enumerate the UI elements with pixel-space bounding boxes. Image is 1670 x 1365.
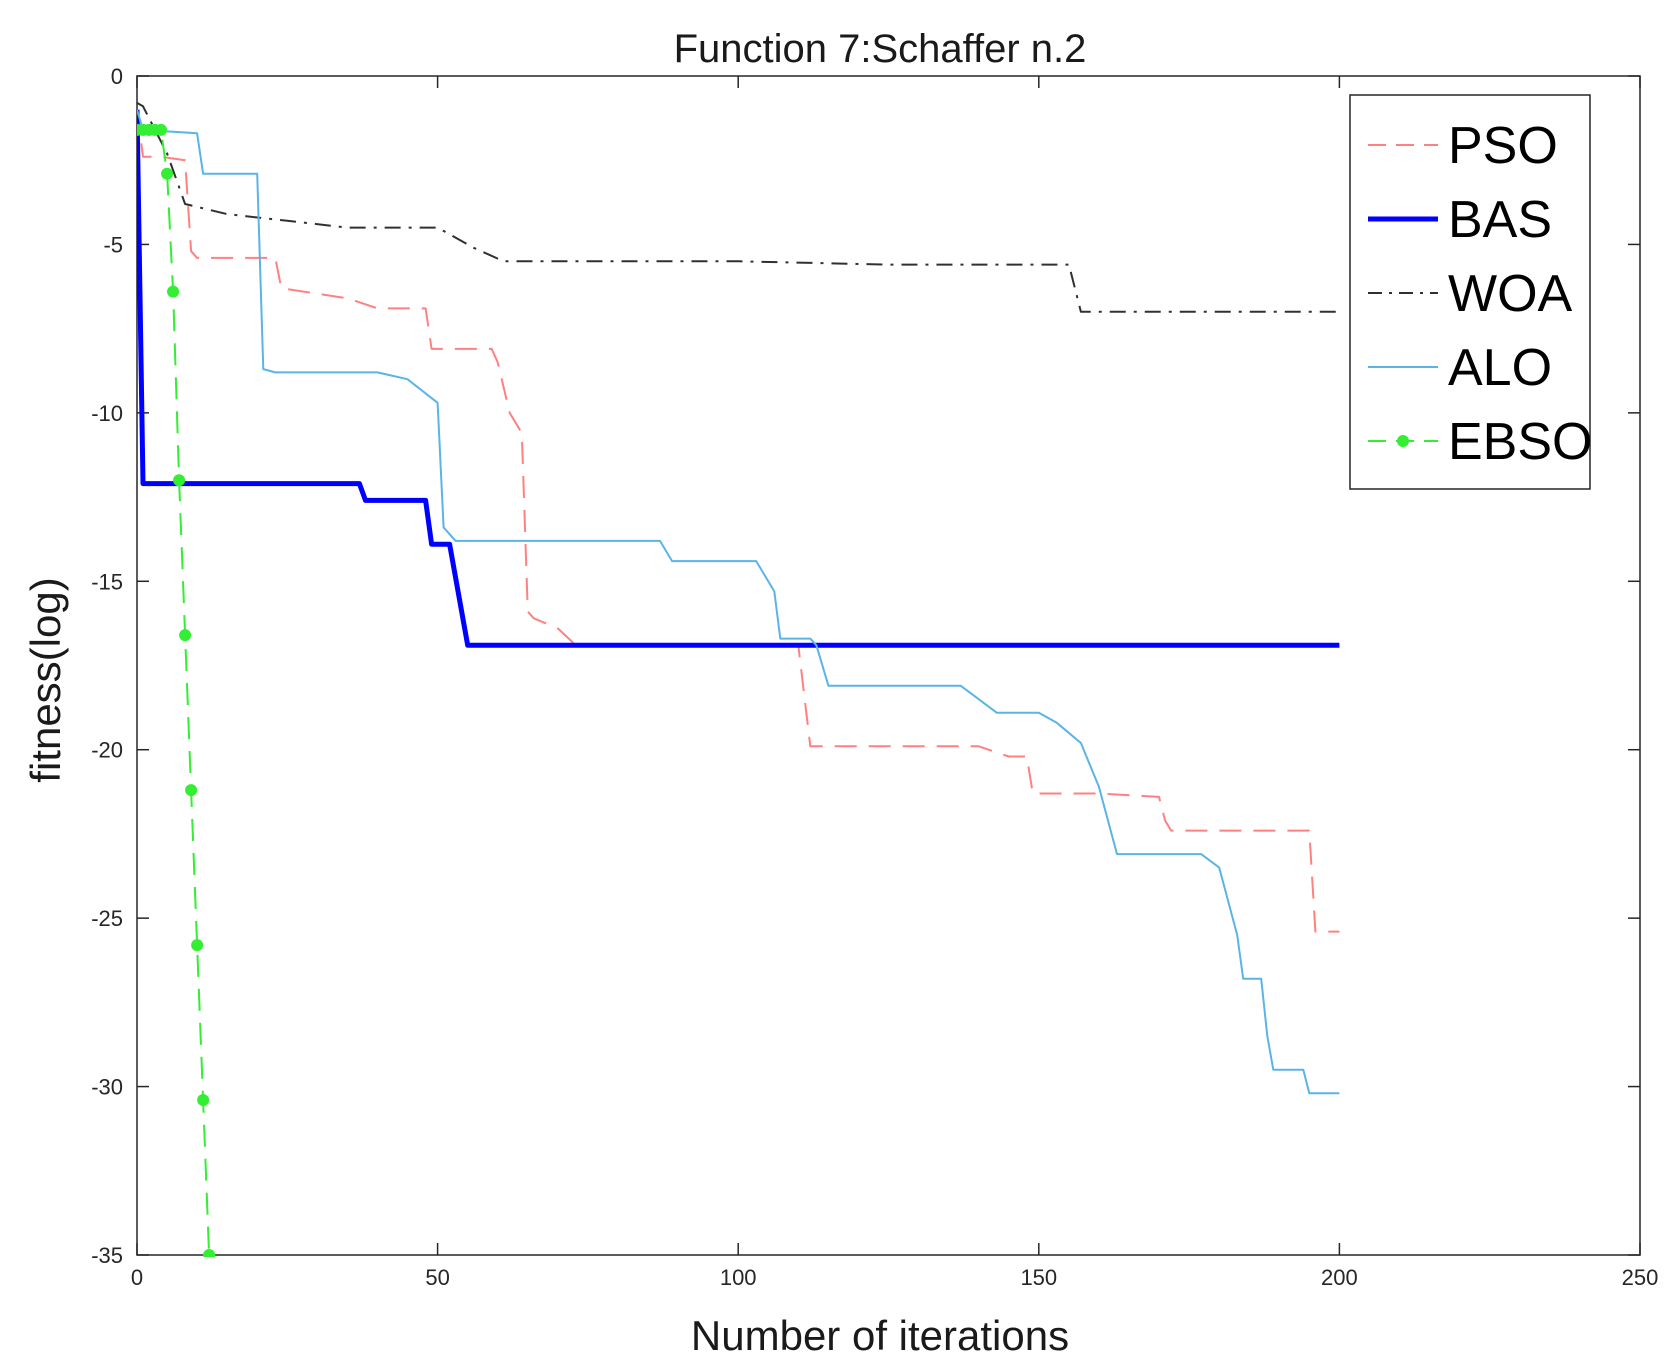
point-ebso: [191, 939, 204, 952]
x-tick-label: 150: [1020, 1265, 1057, 1290]
point-ebso: [179, 629, 192, 642]
point-ebso: [185, 784, 198, 797]
y-tick-label: -10: [91, 401, 123, 426]
chart-title: Function 7:Schaffer n.2: [674, 27, 1087, 71]
legend-label-ebso: EBSO: [1448, 413, 1593, 471]
point-ebso: [197, 1094, 210, 1107]
x-tick-label: 0: [131, 1265, 143, 1290]
series-line-woa: [137, 102, 1340, 313]
x-tick-label: 200: [1321, 1265, 1358, 1290]
y-tick-label: -5: [103, 232, 123, 257]
x-tick-label: 50: [425, 1265, 449, 1290]
y-tick-label: -25: [91, 906, 123, 931]
x-tick-label: 100: [720, 1265, 757, 1290]
y-tick-label: -35: [91, 1243, 123, 1268]
legend-label-woa: WOA: [1448, 265, 1573, 323]
point-ebso: [203, 1249, 216, 1257]
y-tick-label: -15: [91, 569, 123, 594]
plot-area: 0 50 100 150 200 250 0 -5 -10 -15 -20 -25 -30 -35 PSO B…: [91, 64, 1658, 1290]
point-ebso: [167, 285, 180, 298]
legend-label-alo: ALO: [1448, 339, 1552, 397]
legend-marker-ebso: [1397, 435, 1409, 447]
point-ebso: [161, 167, 174, 180]
legend-label-pso: PSO: [1448, 117, 1558, 175]
point-ebso: [155, 123, 168, 136]
series-line-bas: [137, 109, 1340, 648]
series-line-pso: [137, 109, 1340, 933]
x-axis-label: Number of iterations: [691, 1312, 1069, 1359]
y-tick-label: -30: [91, 1075, 123, 1100]
legend-label-bas: BAS: [1448, 191, 1552, 249]
x-tick-label: 250: [1622, 1265, 1659, 1290]
point-ebso: [173, 474, 186, 487]
y-tick-label: 0: [111, 64, 123, 89]
series-line-alo: [137, 109, 1340, 1095]
y-axis-label: fitness(log): [22, 577, 69, 782]
series-group: [137, 102, 1340, 1257]
y-tick-label: -20: [91, 738, 123, 763]
